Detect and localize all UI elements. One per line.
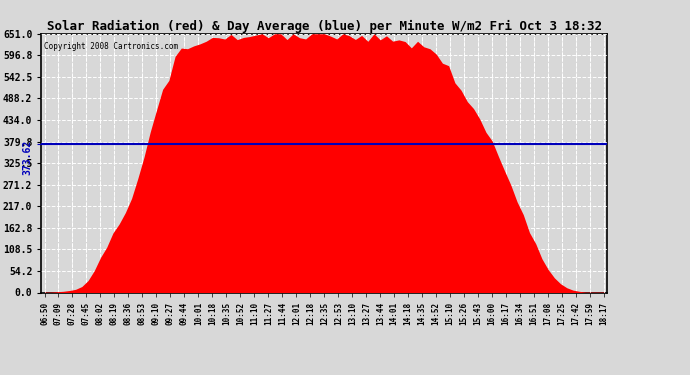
Text: Copyright 2008 Cartronics.com: Copyright 2008 Cartronics.com [44, 42, 178, 51]
Title: Solar Radiation (red) & Day Average (blue) per Minute W/m2 Fri Oct 3 18:32: Solar Radiation (red) & Day Average (blu… [47, 20, 602, 33]
